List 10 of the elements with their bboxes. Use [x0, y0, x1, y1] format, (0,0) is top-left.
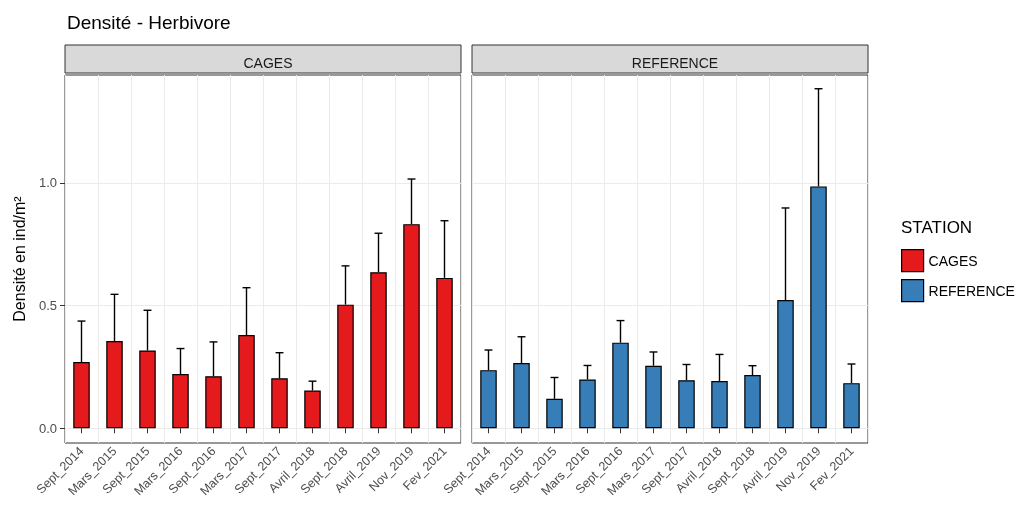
y-tick-label: 0.5 [38, 298, 57, 314]
legend-label: REFERENCE [928, 282, 1015, 299]
legend-label: CAGES [928, 252, 978, 269]
y-tick-label: 1.0 [38, 175, 57, 191]
chart-title: Densité - Herbivore [67, 12, 231, 33]
y-tick-label: 0.0 [38, 420, 57, 436]
legend-title: STATION [901, 218, 973, 237]
chart-subtitle: REFERENCE [631, 55, 719, 71]
chart-subtitle: CAGES [243, 55, 293, 71]
y-axis-title: Densité en ind/m² [10, 195, 28, 322]
